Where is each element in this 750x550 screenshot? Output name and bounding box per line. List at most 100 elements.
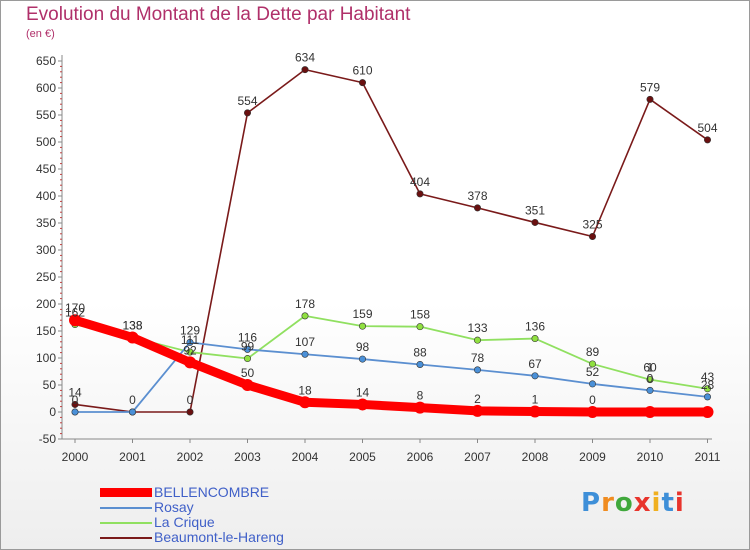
point-rosay	[416, 360, 424, 368]
data-label: 0	[647, 371, 654, 385]
data-label: 99	[241, 340, 255, 354]
data-label: 1	[532, 392, 539, 406]
data-label: 129	[180, 323, 200, 337]
point-bellencombre	[69, 314, 81, 327]
point-beaumont-le-hareng	[186, 408, 194, 416]
point-bellencombre	[241, 379, 254, 391]
data-label: 50	[241, 366, 255, 380]
point-beaumont-le-hareng	[244, 109, 252, 117]
data-label: 138	[122, 318, 142, 332]
point-bellencombre	[356, 398, 369, 411]
x-tick-label: 2010	[637, 450, 664, 464]
data-label: 136	[525, 320, 545, 334]
data-label: 0	[187, 393, 194, 407]
point-rosay	[129, 408, 137, 416]
x-tick-label: 2003	[234, 450, 261, 464]
data-label: 138	[122, 318, 142, 332]
data-label: 18	[298, 383, 312, 397]
x-tick-label: 2008	[522, 450, 549, 464]
point-rosay	[531, 372, 539, 380]
point-la-crique	[301, 312, 309, 320]
point-la-crique	[531, 335, 539, 343]
x-tick-label: 2007	[464, 450, 491, 464]
data-label: 158	[410, 308, 430, 322]
point-bellencombre	[701, 406, 714, 418]
legend-label: Beaumont-le-Hareng	[154, 529, 284, 545]
point-beaumont-le-hareng	[71, 400, 79, 408]
data-label: 0	[72, 393, 79, 407]
y-tick-label: 250	[36, 270, 56, 284]
y-tick-label: 400	[36, 189, 56, 203]
legend-swatch-beaumont-le-hareng	[100, 537, 152, 539]
x-tick-label: 2001	[119, 450, 146, 464]
data-label: 67	[528, 357, 542, 371]
data-label: 89	[586, 345, 600, 359]
legend-item-bellencombre: BELLENCOMBRE	[100, 485, 360, 500]
point-bellencombre	[471, 404, 484, 417]
point-beaumont-le-hareng	[358, 79, 366, 87]
data-label: 325	[582, 218, 602, 232]
series-bellencombre	[69, 314, 714, 418]
legend-swatch-la-crique	[100, 522, 152, 524]
point-beaumont-le-hareng	[531, 218, 539, 226]
proxiti-logo: Proxiti	[581, 488, 685, 518]
y-tick-label: 100	[36, 351, 56, 365]
point-rosay	[473, 366, 481, 374]
logo-letter: t	[661, 488, 675, 518]
y-tick-label: 550	[36, 108, 56, 122]
y-tick-label: 350	[36, 216, 56, 230]
data-label: 52	[586, 365, 600, 379]
point-bellencombre	[184, 356, 196, 369]
y-tick-label: -50	[39, 432, 57, 446]
point-rosay	[186, 338, 194, 346]
y-tick-label: 450	[36, 162, 56, 176]
data-label: 378	[467, 189, 487, 203]
series-line-bellencombre	[70, 315, 712, 417]
legend-swatch-rosay	[100, 507, 152, 509]
y-tick-label: 500	[36, 135, 56, 149]
data-label: 92	[183, 343, 197, 357]
point-bellencombre	[586, 406, 599, 418]
legend-item-beaumont-le-hareng: Beaumont-le-Hareng	[100, 530, 360, 545]
x-tick-label: 2000	[62, 450, 89, 464]
series-line-beaumont-le-hareng	[74, 68, 709, 413]
point-rosay	[588, 380, 596, 388]
y-tick-label: 300	[36, 243, 56, 257]
logo-letter: x	[633, 488, 652, 518]
chart-axes: -500501001502002503003504004505005506006…	[36, 54, 721, 464]
y-tick-label: 0	[49, 405, 56, 419]
point-beaumont-le-hareng	[703, 136, 711, 144]
data-label: 0	[589, 393, 596, 407]
y-tick-label: 650	[36, 54, 56, 68]
data-label: 610	[352, 64, 372, 78]
legend-item-rosay: Rosay	[100, 500, 360, 515]
data-label: 634	[295, 51, 315, 65]
y-tick-label: 150	[36, 324, 56, 338]
data-label: 98	[356, 340, 370, 354]
data-label: 0	[129, 393, 136, 407]
point-bellencombre	[126, 331, 139, 344]
logo-letter: o	[614, 488, 634, 518]
data-label: 111	[181, 333, 200, 347]
point-la-crique	[473, 336, 481, 344]
data-label: 88	[413, 345, 427, 359]
data-label: 170	[65, 301, 85, 315]
series-layer	[69, 66, 714, 418]
x-tick-label: 2011	[695, 450, 721, 464]
series-line-la-crique	[74, 314, 709, 390]
legend-swatch-bellencombre	[100, 488, 152, 497]
legend-label: Rosay	[154, 499, 194, 515]
point-la-crique	[703, 385, 711, 393]
legend-item-la-crique: La Crique	[100, 515, 360, 530]
series-beaumont-le-hareng	[71, 66, 711, 416]
point-la-crique	[588, 360, 596, 368]
point-la-crique	[358, 322, 366, 330]
point-la-crique	[244, 355, 252, 363]
x-tick-label: 2005	[349, 450, 376, 464]
data-label: 554	[237, 94, 257, 108]
point-beaumont-le-hareng	[416, 190, 424, 198]
data-label: 60	[643, 361, 657, 375]
data-label: 351	[525, 203, 545, 217]
x-tick-label: 2002	[177, 450, 204, 464]
